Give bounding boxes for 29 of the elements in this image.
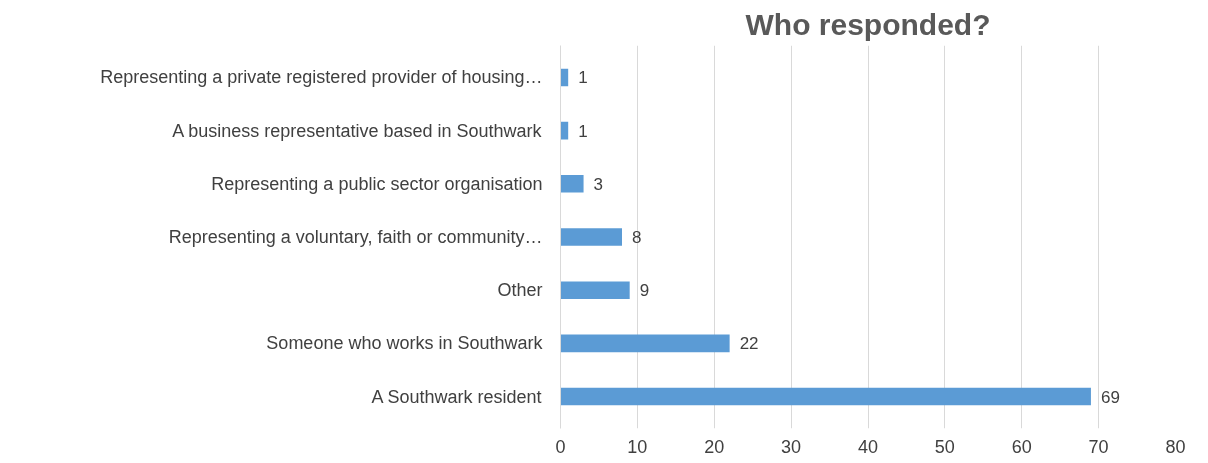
bar (560, 281, 630, 299)
y-tick-label: A business representative based in Southwark (172, 120, 543, 141)
bar (560, 387, 1091, 406)
bar (560, 334, 730, 353)
x-tick-label: 40 (857, 436, 879, 457)
data-label: 1 (578, 68, 588, 88)
chart-title: Who responded? (745, 7, 991, 41)
y-tick-label: A Southwark resident (371, 386, 542, 407)
bar (560, 228, 622, 246)
x-tick-label: 30 (781, 436, 802, 457)
x-tick-label: 20 (704, 436, 725, 457)
y-tick-label: Other (497, 280, 543, 301)
y-tick-label: Representing a private registered provider of housing… (100, 67, 543, 88)
data-label: 22 (739, 334, 759, 354)
data-label: 8 (632, 228, 642, 247)
data-label: 3 (593, 174, 604, 194)
y-tick-label: Someone who works in Southwark (266, 333, 544, 354)
x-tick-label: 10 (627, 436, 648, 457)
x-tick-label: 60 (1011, 436, 1032, 457)
x-tick-label: 80 (1165, 436, 1186, 457)
bar (560, 175, 584, 193)
data-label: 69 (1100, 387, 1120, 407)
data-label: 1 (578, 121, 588, 141)
x-tick-label: 50 (934, 436, 955, 457)
x-tick-label: 0 (555, 436, 566, 457)
x-tick-label: 70 (1088, 436, 1109, 457)
y-tick-label: Representing a public sector organisation (211, 173, 543, 194)
data-label: 9 (639, 281, 650, 301)
y-tick-label: Representing a voluntary, faith or community… (168, 227, 543, 247)
